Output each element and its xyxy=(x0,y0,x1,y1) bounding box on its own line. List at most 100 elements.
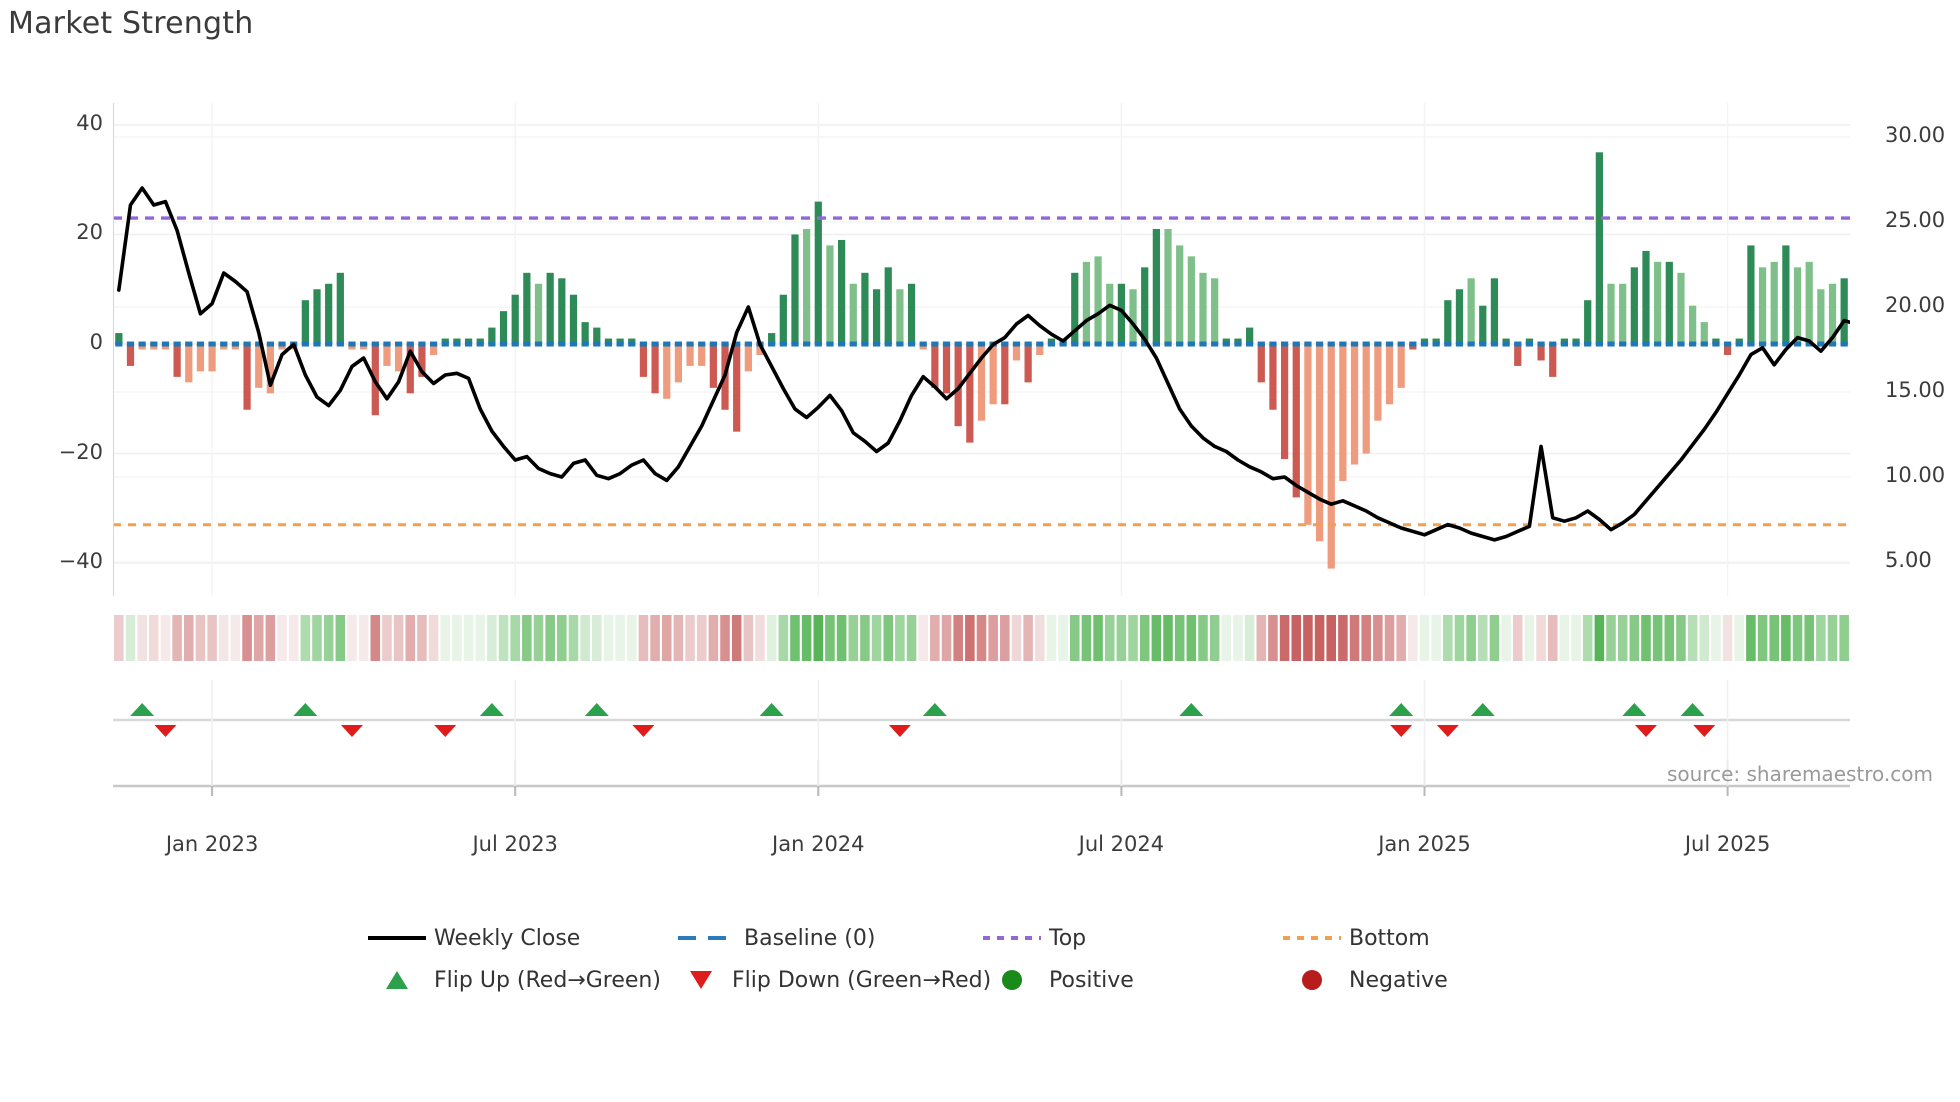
x-axis-tick-label: Jul 2024 xyxy=(1078,832,1165,856)
heatmap-cell xyxy=(685,615,695,661)
strength-bar xyxy=(1420,338,1429,345)
strength-bar xyxy=(266,344,274,394)
heatmap-cell xyxy=(883,615,894,661)
x-axis-tick-label: Jul 2023 xyxy=(472,832,558,856)
heatmap-cell xyxy=(720,615,730,661)
y-axis-right-tick: 25.00 xyxy=(1885,208,1946,232)
strength-bar xyxy=(1082,261,1091,345)
heatmap-cell xyxy=(323,615,334,661)
heatmap-cell xyxy=(638,615,649,661)
legend-item[interactable]: Top xyxy=(975,925,1275,951)
heatmap-cell xyxy=(370,615,381,661)
strength-bar xyxy=(441,338,449,345)
market-strength-bar-and-price-chart xyxy=(113,103,1850,596)
flip-down-marker xyxy=(434,725,457,737)
strength-bar xyxy=(1677,272,1685,345)
strength-bar xyxy=(546,272,554,345)
strength-bar xyxy=(1572,338,1580,345)
strength-bar xyxy=(1758,267,1767,345)
heatmap-cell xyxy=(183,615,194,661)
flip-down-marker xyxy=(632,725,655,737)
legend-item[interactable]: Bottom xyxy=(1275,925,1575,951)
heatmap-cell xyxy=(475,615,485,661)
heatmap-cell xyxy=(906,615,917,661)
strength-bar xyxy=(1793,267,1802,345)
strength-bar xyxy=(1222,338,1230,345)
y-axis-left-tick: −20 xyxy=(58,439,103,464)
strength-bar xyxy=(418,344,426,377)
heatmap-cell xyxy=(1209,615,1220,661)
strength-bar xyxy=(138,344,146,350)
strength-bar xyxy=(709,344,717,388)
heatmap-cell xyxy=(487,615,497,661)
strength-bar xyxy=(1047,338,1056,345)
flip-down-marker xyxy=(154,725,177,737)
dotted-line-icon xyxy=(975,925,1049,951)
strength-bar xyxy=(791,234,799,345)
strength-bar xyxy=(1304,344,1312,525)
strength-bar xyxy=(1723,344,1732,355)
heatmap-cell xyxy=(1722,615,1733,661)
heatmap-cell xyxy=(965,615,975,661)
strength-bar xyxy=(360,344,368,350)
heatmap-cell xyxy=(1128,615,1138,661)
strength-bar xyxy=(1479,305,1487,345)
circle-icon xyxy=(975,967,1049,993)
strength-bar xyxy=(1187,256,1195,345)
heatmap-cell xyxy=(160,615,171,661)
heatmap-cell xyxy=(1734,615,1745,661)
heatmap-cell xyxy=(1069,615,1080,661)
legend-item[interactable]: Baseline (0) xyxy=(670,925,975,951)
strength-bar xyxy=(488,327,496,345)
heatmap-cell xyxy=(1839,615,1849,661)
heatmap-cell xyxy=(417,615,427,661)
strength-bar xyxy=(814,201,822,345)
heatmap-cell xyxy=(673,615,684,661)
strength-bar xyxy=(744,344,752,372)
strength-bar xyxy=(779,294,787,345)
legend-item[interactable]: Flip Up (Red→Green) xyxy=(360,967,670,993)
heatmap-cell xyxy=(1314,615,1325,661)
strength-bar xyxy=(569,294,578,345)
flip-up-marker xyxy=(1680,703,1705,716)
heatmap-cell xyxy=(1606,615,1616,661)
heatmap-cell xyxy=(895,615,905,661)
heatmap-cell xyxy=(1816,615,1826,661)
strength-bar xyxy=(1525,338,1534,345)
solid-line-icon xyxy=(360,925,434,951)
strength-bar xyxy=(1280,344,1289,460)
heatmap-cell xyxy=(1326,615,1337,661)
flip-down-marker xyxy=(1634,725,1657,737)
legend-item[interactable]: Negative xyxy=(1275,967,1575,993)
strength-bar xyxy=(651,344,659,394)
y-axis-right-tick: 10.00 xyxy=(1885,463,1946,487)
heatmap-cell xyxy=(1687,615,1698,661)
strength-bar xyxy=(150,344,158,350)
circle-icon xyxy=(1275,967,1349,993)
heatmap-cell xyxy=(253,615,264,661)
legend-item[interactable]: Positive xyxy=(975,967,1275,993)
strength-bar xyxy=(534,283,543,345)
strength-bar xyxy=(243,344,251,410)
heatmap-cell xyxy=(1198,615,1208,661)
flip-up-marker xyxy=(1389,703,1414,716)
heatmap-cell xyxy=(114,615,124,661)
heatmap-cell xyxy=(288,615,299,661)
strength-bar xyxy=(1106,283,1114,345)
heatmap-cell xyxy=(347,615,357,661)
heatmap-cell xyxy=(1629,615,1640,661)
strength-bar xyxy=(674,344,683,383)
heatmap-cell xyxy=(1139,615,1150,661)
strength-bar xyxy=(1327,344,1335,569)
strength-bar xyxy=(325,283,333,345)
heatmap-cell xyxy=(510,615,520,661)
legend-item[interactable]: Weekly Close xyxy=(360,925,670,951)
legend-item[interactable]: Flip Down (Green→Red) xyxy=(670,967,991,993)
strength-bar xyxy=(593,327,601,345)
strength-bar xyxy=(499,311,508,345)
strength-bar xyxy=(1689,305,1697,345)
heatmap-cell xyxy=(1303,615,1313,661)
strength-bar xyxy=(173,344,181,377)
heatmap-cell xyxy=(382,615,392,661)
heatmap-cell xyxy=(1000,615,1010,661)
